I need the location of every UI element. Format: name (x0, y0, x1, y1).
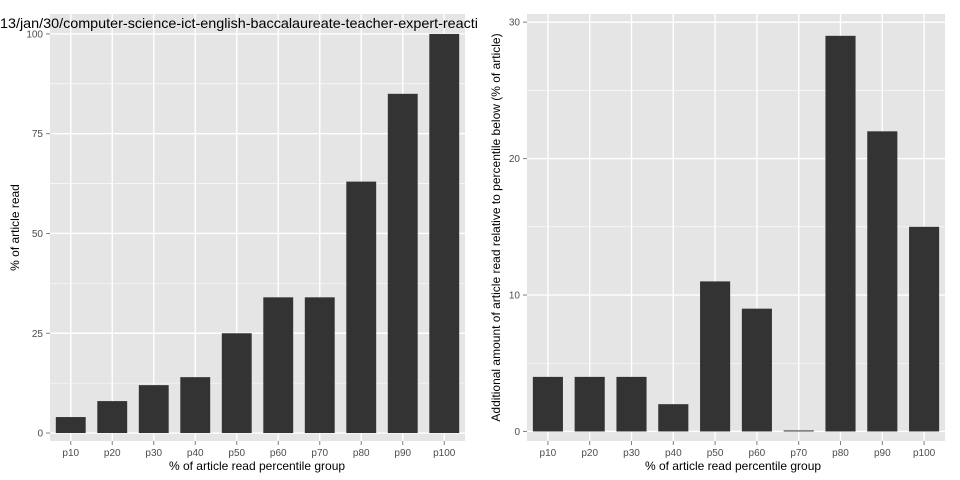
y-axis-label: Additional amount of article read relati… (489, 33, 503, 421)
x-tick-label: p60 (270, 448, 287, 459)
bar-p60 (263, 297, 294, 434)
x-axis-label: % of article read percentile group (169, 459, 345, 473)
y-tick-label: 30 (509, 18, 521, 29)
x-tick-label: p90 (394, 448, 411, 459)
x-tick-label: p30 (145, 448, 162, 459)
bar-p90 (867, 131, 898, 432)
x-tick-label: p100 (913, 448, 936, 459)
x-tick-label: p10 (62, 448, 79, 459)
bars (55, 33, 460, 434)
x-tick-label: p40 (665, 448, 682, 459)
bar-p20 (574, 376, 605, 432)
x-axis-label: % of article read percentile group (645, 459, 821, 473)
bar-p10 (55, 417, 86, 434)
x-tick-label: p70 (311, 448, 328, 459)
bar-p70 (304, 297, 335, 434)
bar-p30 (616, 376, 647, 432)
bar-p80 (825, 35, 856, 432)
bars (532, 35, 940, 432)
x-tick-label: p80 (832, 448, 849, 459)
bar-p40 (658, 404, 689, 432)
bar-p90 (387, 93, 418, 434)
x-tick-label: p70 (790, 448, 807, 459)
bar-p20 (97, 401, 128, 434)
x-tick-label: p20 (581, 448, 598, 459)
x-tick-label: p30 (623, 448, 640, 459)
x-tick-label: p50 (707, 448, 724, 459)
bar-p50 (700, 281, 731, 432)
y-tick-label: 25 (32, 329, 44, 340)
x-tick-label: p50 (228, 448, 245, 459)
bar-p70 (783, 430, 814, 432)
x-tick-label: p20 (104, 448, 121, 459)
bar-p100 (909, 226, 940, 432)
y-tick-label: 10 (509, 291, 521, 302)
bar-p10 (532, 376, 563, 432)
bar-p40 (180, 377, 211, 434)
bar-p80 (346, 181, 377, 434)
x-tick-label: p80 (353, 448, 370, 459)
chart-title: 13/jan/30/computer-science-ict-english-b… (0, 15, 478, 31)
x-tick-label: p90 (874, 448, 891, 459)
x-tick-label: p100 (433, 448, 456, 459)
x-tick-labels: p10 p20 p30 p40 p50 p60 p70 p80 p90 p100 (540, 441, 936, 459)
bar-p50 (221, 333, 252, 434)
x-tick-label: p10 (540, 448, 557, 459)
y-tick-label: 50 (32, 229, 44, 240)
y-tick-label: 0 (37, 429, 43, 440)
y-tick-label: 75 (32, 129, 44, 140)
x-tick-label: p60 (749, 448, 766, 459)
y-tick-label: 0 (514, 427, 520, 438)
bar-p60 (741, 308, 772, 432)
y-tick-label: 100 (26, 29, 43, 40)
bar-p100 (429, 33, 460, 434)
x-tick-label: p40 (187, 448, 204, 459)
bar-p30 (138, 385, 169, 434)
y-axis-label: % of article read (8, 184, 22, 271)
x-tick-labels: p10 p20 p30 p40 p50 p60 p70 p80 p90 p100 (62, 441, 456, 459)
y-tick-labels: 0 10 20 30 (509, 18, 527, 438)
y-tick-labels: 0 25 50 75 100 (26, 29, 50, 440)
y-tick-label: 20 (509, 154, 521, 165)
